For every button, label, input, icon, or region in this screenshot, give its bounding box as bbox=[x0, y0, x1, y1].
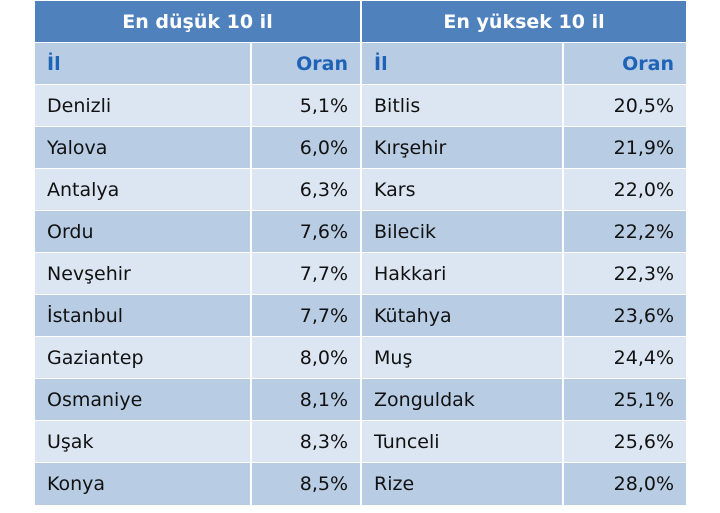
rate-cell: 5,1% bbox=[249, 84, 363, 127]
rate-cell: 22,2% bbox=[562, 210, 689, 253]
table-row: İstanbul 7,7% Kütahya 23,6% bbox=[33, 294, 689, 337]
rate-cell: 28,0% bbox=[562, 462, 689, 505]
table-row: Denizli 5,1% Bitlis 20,5% bbox=[33, 84, 689, 127]
province-cell: Zonguldak bbox=[360, 378, 565, 421]
province-cell: Antalya bbox=[33, 168, 252, 211]
table-row: Yalova 6,0% Kırşehir 21,9% bbox=[33, 126, 689, 169]
table-row: Antalya 6,3% Kars 22,0% bbox=[33, 168, 689, 211]
province-cell: Muş bbox=[360, 336, 565, 379]
rate-cell: 7,7% bbox=[249, 294, 363, 337]
province-cell: Nevşehir bbox=[33, 252, 252, 295]
right-title: En yüksek 10 il bbox=[360, 0, 689, 43]
rate-cell: 22,0% bbox=[562, 168, 689, 211]
column-header-row: İl Oran İl Oran bbox=[33, 42, 689, 85]
table-row: Gaziantep 8,0% Muş 24,4% bbox=[33, 336, 689, 379]
rate-cell: 6,3% bbox=[249, 168, 363, 211]
rate-cell: 7,7% bbox=[249, 252, 363, 295]
province-cell: Gaziantep bbox=[33, 336, 252, 379]
rate-cell: 20,5% bbox=[562, 84, 689, 127]
rate-cell: 8,5% bbox=[249, 462, 363, 505]
rate-cell: 7,6% bbox=[249, 210, 363, 253]
province-cell: Bilecik bbox=[360, 210, 565, 253]
province-cell: Yalova bbox=[33, 126, 252, 169]
title-row: En düşük 10 il En yüksek 10 il bbox=[32, 0, 689, 43]
left-title: En düşük 10 il bbox=[32, 0, 363, 43]
province-cell: Konya bbox=[33, 462, 252, 505]
province-cell: Osmaniye bbox=[33, 378, 252, 421]
column-header: Oran bbox=[249, 42, 363, 85]
rate-cell: 8,0% bbox=[249, 336, 363, 379]
province-cell: İstanbul bbox=[33, 294, 252, 337]
rate-cell: 21,9% bbox=[562, 126, 689, 169]
province-table: En düşük 10 il En yüksek 10 il İl Oran İl O… bbox=[32, 0, 689, 505]
column-header: İl bbox=[33, 42, 252, 85]
column-header: İl bbox=[360, 42, 565, 85]
province-cell: Uşak bbox=[33, 420, 252, 463]
table-row: Ordu 7,6% Bilecik 22,2% bbox=[33, 210, 689, 253]
province-cell: Tunceli bbox=[360, 420, 565, 463]
rate-cell: 24,4% bbox=[562, 336, 689, 379]
rate-cell: 23,6% bbox=[562, 294, 689, 337]
column-header: Oran bbox=[562, 42, 689, 85]
table-row: Osmaniye 8,1% Zonguldak 25,1% bbox=[33, 378, 689, 421]
rate-cell: 6,0% bbox=[249, 126, 363, 169]
rate-cell: 25,6% bbox=[562, 420, 689, 463]
province-cell: Bitlis bbox=[360, 84, 565, 127]
rate-cell: 25,1% bbox=[562, 378, 689, 421]
province-cell: Hakkari bbox=[360, 252, 565, 295]
rate-cell: 22,3% bbox=[562, 252, 689, 295]
rate-cell: 8,1% bbox=[249, 378, 363, 421]
province-cell: Ordu bbox=[33, 210, 252, 253]
province-cell: Kars bbox=[360, 168, 565, 211]
table-row: Nevşehir 7,7% Hakkari 22,3% bbox=[33, 252, 689, 295]
province-cell: Denizli bbox=[33, 84, 252, 127]
province-cell: Kütahya bbox=[360, 294, 565, 337]
table-body: İl Oran İl Oran Denizli 5,1% Bitlis 20,5% Yalova… bbox=[33, 42, 689, 505]
province-cell: Kırşehir bbox=[360, 126, 565, 169]
rate-cell: 8,3% bbox=[249, 420, 363, 463]
province-cell: Rize bbox=[360, 462, 565, 505]
table-row: Uşak 8,3% Tunceli 25,6% bbox=[33, 420, 689, 463]
table-row: Konya 8,5% Rize 28,0% bbox=[33, 462, 689, 505]
